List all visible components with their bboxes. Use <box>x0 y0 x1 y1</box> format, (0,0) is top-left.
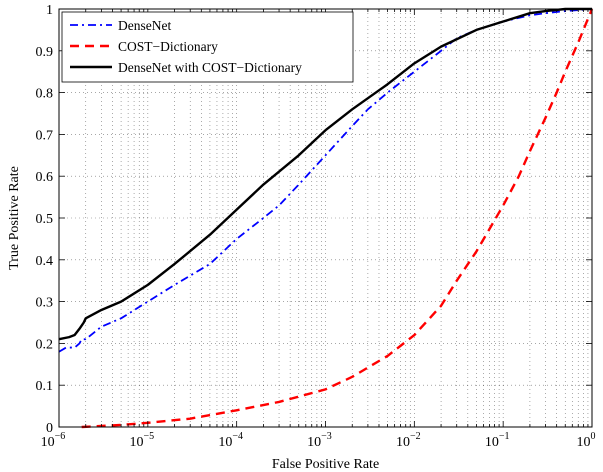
x-tick-label: 10−6 <box>41 431 66 450</box>
y-tick-label: 0.2 <box>36 337 54 352</box>
legend-label-2: COST−Dictionary <box>118 39 218 54</box>
x-tick-label-exponent: −4 <box>232 431 243 442</box>
x-tick-label-base: 10 <box>218 435 232 450</box>
y-tick-label: 0.1 <box>36 379 54 394</box>
x-tick-label-exponent: 0 <box>591 431 596 442</box>
y-tick-label: 0.4 <box>36 254 54 269</box>
legend-box <box>61 11 354 83</box>
x-tick-label: 10−2 <box>396 431 421 450</box>
x-tick-label: 100 <box>577 431 596 450</box>
y-tick-label: 0.3 <box>36 296 54 311</box>
legend-label-3: DenseNet with COST−Dictionary <box>118 60 302 75</box>
y-tick-labels: 0 0.1 0.2 0.3 0.4 0.5 0.6 0.7 0.8 0.9 1 <box>36 3 54 436</box>
x-tick-label: 10−1 <box>485 431 510 450</box>
x-tick-label: 10−4 <box>218 431 243 450</box>
x-tick-label-base: 10 <box>396 435 410 450</box>
y-tick-label: 0 <box>46 421 53 436</box>
series-line-2 <box>81 8 594 429</box>
x-tick-label-exponent: −1 <box>499 431 510 442</box>
x-tick-label-base: 10 <box>577 435 591 450</box>
x-tick-label: 10−5 <box>130 431 155 450</box>
x-tick-label-base: 10 <box>307 435 321 450</box>
x-tick-label-exponent: −3 <box>321 431 332 442</box>
x-tick-label: 10−3 <box>307 431 332 450</box>
y-tick-label: 0.9 <box>36 45 54 60</box>
x-tick-label-exponent: −2 <box>410 431 421 442</box>
x-tick-label-base: 10 <box>130 435 144 450</box>
x-axis-title: False Positive Rate <box>272 457 379 472</box>
y-tick-label: 0.8 <box>36 87 54 102</box>
tick-marks <box>58 8 593 428</box>
y-axis-title: True Positive Rate <box>7 166 22 270</box>
series-layer <box>58 7 594 429</box>
y-tick-label: 0.5 <box>36 212 54 227</box>
y-tick-label: 0.7 <box>36 128 54 143</box>
x-tick-label-exponent: −6 <box>55 431 66 442</box>
series-line-3 <box>58 7 592 341</box>
x-tick-label-base: 10 <box>485 435 499 450</box>
x-tick-labels: 10−6 10−5 10−4 10−3 10−2 10−1 100 <box>41 431 596 450</box>
series-line-1 <box>58 8 593 353</box>
legend-label-1: DenseNet <box>118 18 171 33</box>
y-tick-label: 1 <box>46 3 53 18</box>
grid-lines <box>59 9 592 427</box>
x-tick-label-base: 10 <box>41 435 55 450</box>
legend: DenseNet COST−Dictionary DenseNet with COS… <box>61 11 354 83</box>
x-tick-label-exponent: −5 <box>144 431 155 442</box>
y-tick-label: 0.6 <box>36 170 54 185</box>
